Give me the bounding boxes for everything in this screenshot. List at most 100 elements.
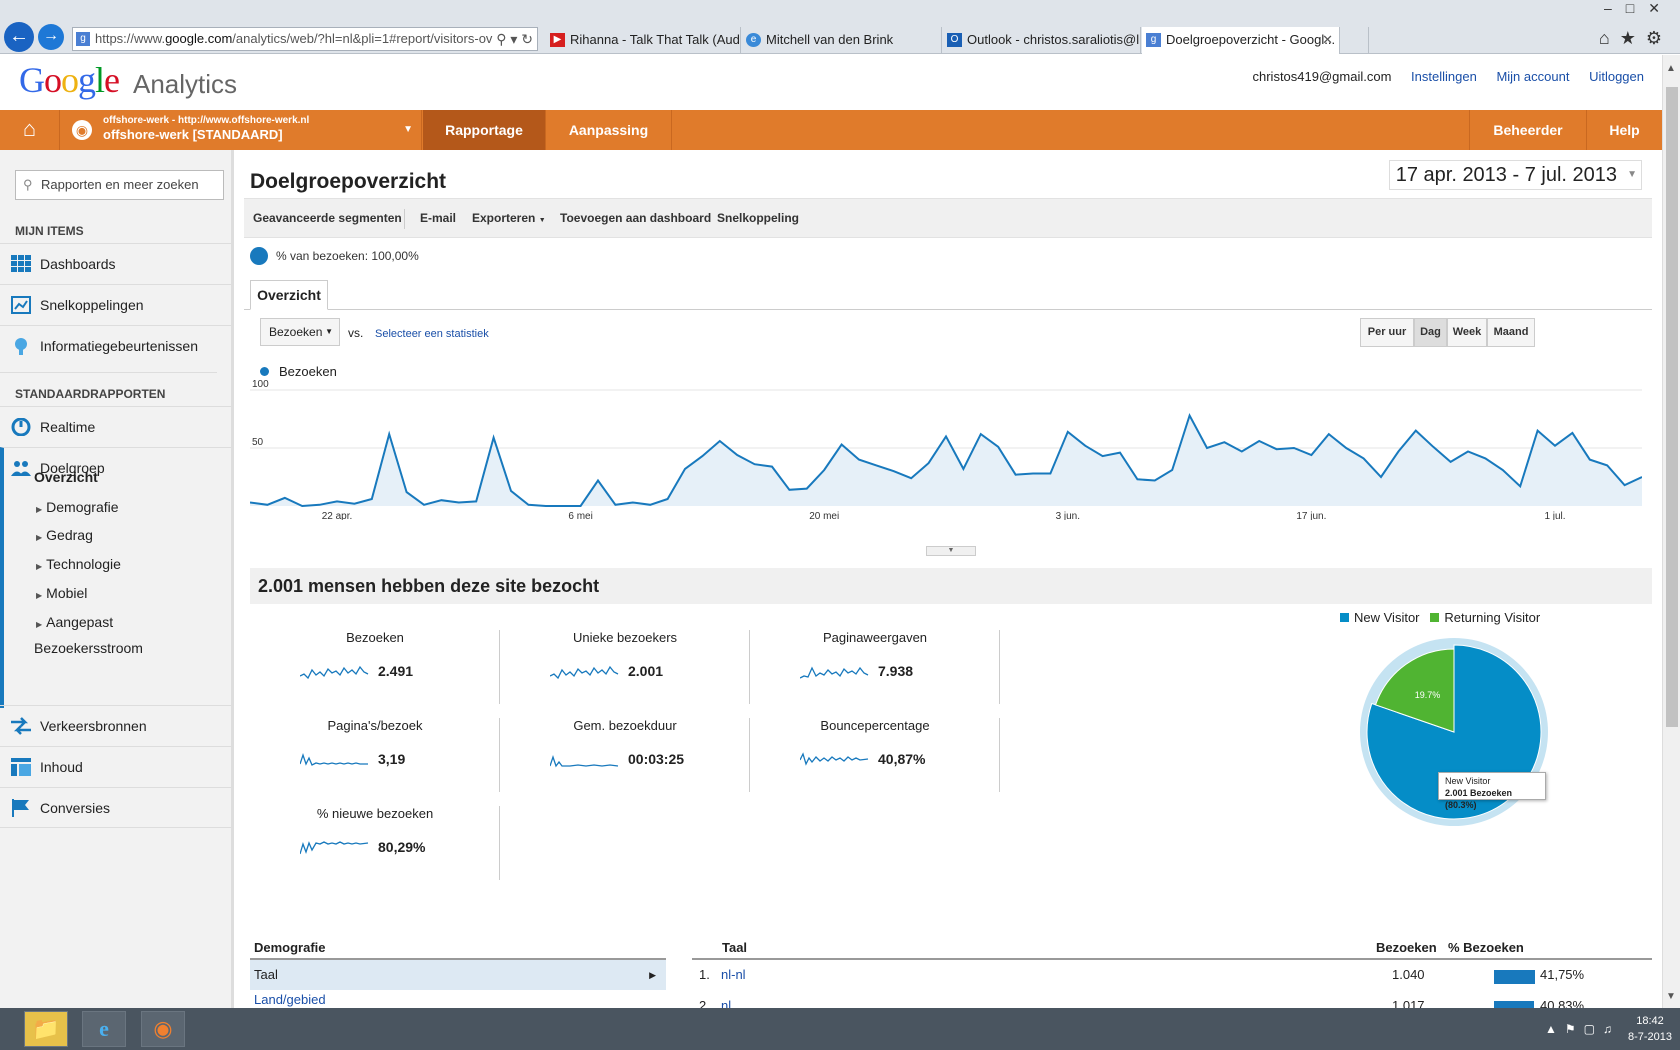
visits-line-chart[interactable]: 100 50 22 apr. 6 mei 20 mei 3 jun. 17 jun. 1 ju… (250, 380, 1642, 520)
sidebar-item-shortcuts[interactable]: Snelkoppelingen (0, 284, 232, 325)
pie-legend[interactable]: New Visitor Returning Visitor (1340, 610, 1540, 625)
browser-tab[interactable]: ▶ Rihanna - Talk That Talk (Audi... (546, 27, 741, 53)
logo-letter: G (19, 60, 45, 100)
sidebar-item-traffic-sources[interactable]: Verkeersbronnen (0, 705, 232, 746)
pie-slice-returning-visitor[interactable] (1374, 648, 1455, 733)
system-clock[interactable]: 18:42 8-7-2013 (1628, 1013, 1672, 1045)
sidebar-item-realtime[interactable]: Realtime (0, 406, 232, 447)
windows-taskbar: 📁 e ◉ ▲⚑▢♫ 18:42 8-7-2013 (0, 1008, 1680, 1050)
sub-label: Technologie (46, 556, 121, 572)
sidebar-sub-technologie[interactable]: ▶ Technologie (36, 556, 121, 572)
export-label: Exporteren (472, 211, 536, 225)
page-scrollbar[interactable]: ▲ ▼ (1662, 55, 1680, 1008)
internet-explorer-icon[interactable]: e (82, 1011, 126, 1047)
scroll-thumb[interactable] (1666, 87, 1678, 727)
legend-label: New Visitor (1354, 610, 1420, 625)
metric-cell[interactable]: Bouncepercentage 40,87% (750, 718, 1000, 792)
shortcut-button[interactable]: Snelkoppeling (717, 211, 800, 225)
advanced-segments-button[interactable]: Geavanceerde segmenten (253, 211, 402, 225)
new-tab-button[interactable] (1341, 27, 1369, 53)
tab-aanpassing[interactable]: Aanpassing (546, 110, 672, 150)
metric-value: 2.001 (628, 663, 664, 679)
sidebar-item-label: Snelkoppelingen (40, 297, 144, 313)
sidebar-item-dashboards[interactable]: Dashboards (0, 243, 232, 284)
date-range-picker[interactable]: 17 apr. 2013 - 7 jul. 2013 ▼ (1388, 160, 1642, 190)
chart-legend[interactable]: Bezoeken (260, 364, 337, 379)
triangle-right-icon: ▶ (36, 533, 43, 542)
series-line-bezoeken[interactable] (250, 412, 1642, 508)
search-input[interactable]: ⚲ Rapporten en meer zoeken (15, 170, 224, 200)
my-account-link[interactable]: Mijn account (1496, 69, 1570, 84)
origin-icon[interactable]: ◉ (141, 1011, 185, 1047)
active-indicator (0, 488, 4, 708)
section-heading: STANDAARDRAPPORTEN (0, 372, 217, 401)
sidebar-item-doelgroep[interactable]: Doelgroep (0, 447, 232, 488)
tab-overzicht[interactable]: Overzicht (250, 280, 328, 310)
demographics-row-link[interactable]: Land/gebied (254, 992, 326, 1007)
home-icon[interactable]: ⌂ (0, 110, 60, 150)
demographics-row-selected[interactable]: Taal ▶ (250, 960, 666, 990)
home-favorites-settings-icons[interactable]: ⌂★⚙ (1598, 28, 1672, 48)
forward-arrow-icon[interactable]: → (38, 24, 64, 50)
sidebar-sub-overzicht[interactable]: Overzicht (34, 469, 98, 485)
pie-tooltip: New Visitor 2.001 Bezoeken (80.3%) (1438, 772, 1546, 810)
metric-cell[interactable]: Gem. bezoekduur 00:03:25 (500, 718, 750, 792)
file-explorer-icon[interactable]: 📁 (24, 1011, 68, 1047)
period-day-button[interactable]: Dag (1414, 318, 1447, 347)
address-bar[interactable]: g https://www.google.com/analytics/web/?… (72, 27, 538, 51)
table-row[interactable]: 1. nl-nl 1.040 41,75% (692, 960, 1652, 990)
row-rank: 2. (699, 998, 710, 1013)
language-link[interactable]: nl (721, 998, 732, 1013)
sidebar-sub-gedrag[interactable]: ▶ Gedrag (36, 527, 93, 543)
system-tray-icons[interactable]: ▲⚑▢♫ (1545, 1022, 1620, 1036)
sidebar-item-intelligence-events[interactable]: Informatiegebeurtenissen (0, 325, 232, 366)
realtime-clock-icon (11, 418, 31, 436)
x-tick-label: 22 apr. (322, 511, 353, 520)
metric-cell[interactable]: Paginaweergaven 7.938 (750, 630, 1000, 704)
tab-beheerder[interactable]: Beheerder (1469, 110, 1587, 150)
search-refresh-icon[interactable]: ⚲ ▾ ↻ (496, 31, 533, 47)
sidebar-sub-aangepast[interactable]: ▶ Aangepast (36, 614, 113, 630)
logo-letter: e (104, 60, 120, 100)
google-logo[interactable]: Google (19, 59, 120, 101)
metric-value: 40,87% (878, 751, 926, 767)
sidebar-item-content[interactable]: Inhoud (0, 746, 232, 787)
account-selector[interactable]: ◉ offshore-werk - http://www.offshore-we… (60, 110, 422, 150)
browser-tab-active[interactable]: g Doelgroepoverzicht - Googl... ✕ (1142, 27, 1340, 54)
browser-tab[interactable]: e Mitchell van den Brink (742, 27, 942, 53)
metric-select[interactable]: Bezoeken ▼ (260, 318, 340, 346)
chart-resize-handle[interactable]: ▼ (926, 546, 976, 556)
add-to-dashboard-button[interactable]: Toevoegen aan dashboard (560, 211, 712, 225)
language-link[interactable]: nl-nl (721, 967, 746, 982)
tab-rapportage[interactable]: Rapportage (423, 110, 546, 150)
metric-cell[interactable]: Pagina's/bezoek 3,19 (250, 718, 500, 792)
metric-cell[interactable]: Bezoeken 2.491 (250, 630, 500, 704)
sidebar-item-conversions[interactable]: Conversies (0, 787, 232, 828)
segment-indicator[interactable]: % van bezoeken: 100,00% (250, 247, 419, 265)
tab-help[interactable]: Help (1609, 122, 1640, 138)
select-statistic-link[interactable]: Selecteer een statistiek (375, 328, 489, 340)
metric-cell[interactable]: % nieuwe bezoeken 80,29% (250, 806, 500, 880)
sub-label: Gedrag (46, 527, 93, 543)
scroll-up-icon[interactable]: ▲ (1666, 63, 1676, 74)
period-hourly-button[interactable]: Per uur (1360, 318, 1414, 347)
content-page-icon (11, 758, 31, 776)
window-controls[interactable]: –□✕ (1604, 0, 1674, 16)
scroll-down-icon[interactable]: ▼ (1666, 991, 1676, 1002)
sidebar-sub-mobiel[interactable]: ▶ Mobiel (36, 585, 87, 601)
logout-link[interactable]: Uitloggen (1589, 69, 1644, 84)
close-tab-icon[interactable]: ✕ (1322, 32, 1333, 47)
segment-pie-icon (250, 247, 268, 265)
sidebar-sub-demografie[interactable]: ▶ Demografie (36, 499, 119, 515)
period-week-button[interactable]: Week (1447, 318, 1487, 347)
youtube-icon: ▶ (550, 33, 565, 47)
search-icon: ⚲ (23, 177, 33, 192)
metric-cell[interactable]: Unieke bezoekers 2.001 (500, 630, 750, 704)
back-arrow-icon[interactable]: ← (4, 22, 34, 52)
browser-tab[interactable]: O Outlook - christos.saraliotis@li... (943, 27, 1141, 53)
settings-link[interactable]: Instellingen (1411, 69, 1477, 84)
period-month-button[interactable]: Maand (1487, 318, 1535, 347)
email-button[interactable]: E-mail (420, 211, 457, 225)
sidebar-sub-bezoekersstroom[interactable]: Bezoekersstroom (34, 640, 143, 656)
export-button[interactable]: Exporteren ▼ (472, 211, 546, 225)
